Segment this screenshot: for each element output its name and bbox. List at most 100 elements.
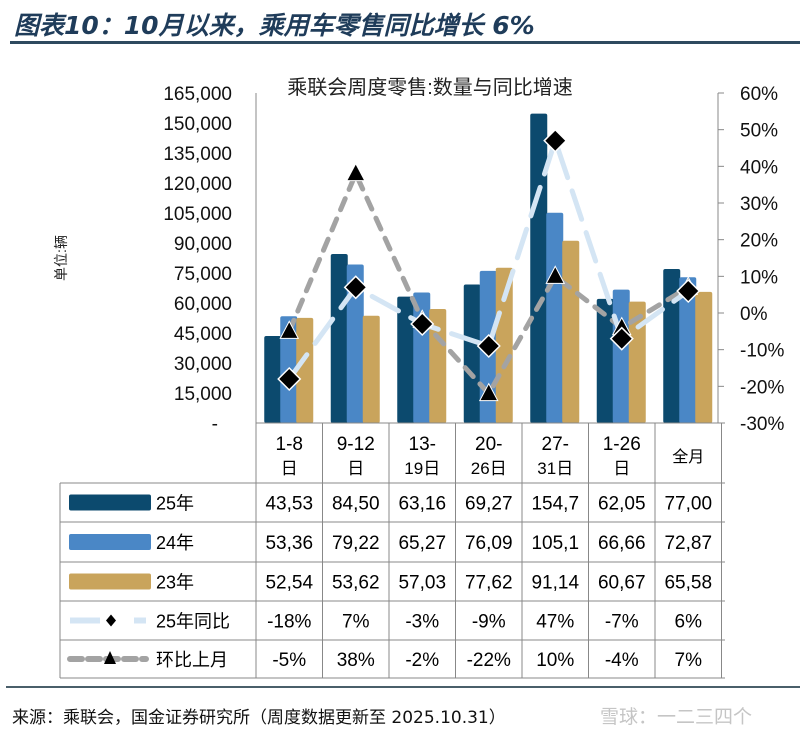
legend-marker-yoy (106, 614, 116, 627)
bar-24年 (546, 212, 564, 423)
y-tick-label: 45,000 (174, 324, 232, 345)
table-cell: 53,62 (332, 573, 380, 594)
x-tick-label: 全月 (672, 448, 704, 466)
table-cell: 60,67 (598, 573, 646, 594)
bar-23年 (495, 267, 513, 423)
x-tick-label: 1-8 (276, 434, 303, 455)
bar-25年 (596, 298, 614, 423)
table-cell: 69,27 (465, 494, 513, 515)
y2-tick-label: 10% (740, 267, 778, 288)
bar-23年 (628, 301, 646, 423)
table-cell: 52,54 (265, 573, 313, 594)
legend-label: 23年 (156, 573, 194, 593)
legend-label: 25年 (156, 494, 194, 514)
table-cell: 6% (675, 612, 703, 633)
table-cell: -5% (272, 650, 306, 671)
table-cell: 63,16 (398, 494, 446, 515)
y2-tick-label: 50% (740, 121, 778, 142)
table-cell: 84,50 (332, 494, 380, 515)
marker-yoy (343, 275, 368, 300)
table-cell: 77,00 (664, 494, 712, 515)
table-cell: -4% (605, 650, 639, 671)
x-tick-label: 31日 (537, 459, 573, 478)
marker-yoy (609, 326, 634, 351)
marker-mom (279, 320, 300, 339)
table-cell: -7% (605, 612, 639, 633)
table-cell: 65,58 (664, 573, 712, 594)
y-axis-label: 单位:辆 (53, 235, 69, 281)
y-tick-label: 150,000 (163, 114, 232, 135)
y2-tick-label: -20% (740, 377, 784, 398)
table-cell: -3% (405, 612, 439, 633)
y-tick-label: 90,000 (174, 234, 232, 255)
x-tick-label: 26日 (471, 459, 507, 478)
bar-25年 (330, 254, 348, 423)
legend-swatch-25年 (69, 494, 151, 511)
bar-23年 (362, 315, 380, 423)
footer-rule (6, 686, 800, 688)
title-rule (10, 41, 800, 44)
legend-label: 25年同比 (156, 612, 230, 632)
marker-mom (545, 265, 566, 284)
table-cell: 62,05 (598, 494, 646, 515)
bar-23年 (429, 308, 447, 423)
x-tick-label: 20- (475, 434, 502, 455)
bar-23年 (695, 291, 713, 423)
y2-tick-label: -10% (740, 341, 784, 362)
table-cell: 105,1 (531, 533, 579, 554)
y-tick-label: 105,000 (163, 204, 232, 225)
bar-25年 (264, 335, 282, 423)
bar-25年 (530, 113, 548, 423)
watermark: 雪球：一二三四个 (600, 706, 753, 728)
table-cell: 72,87 (664, 533, 712, 554)
x-tick-label: 19日 (404, 459, 440, 478)
table-cell: 76,09 (465, 533, 513, 554)
bar-25年 (663, 269, 681, 423)
table-cell: -9% (472, 612, 506, 633)
table-cell: 66,66 (598, 533, 646, 554)
y2-tick-label: 20% (740, 231, 778, 252)
table-cell: 91,14 (531, 573, 579, 594)
table-cell: 77,62 (465, 573, 513, 594)
y2-tick-label: 40% (740, 157, 778, 178)
x-tick-label: 27- (542, 434, 569, 455)
table-cell: -2% (405, 650, 439, 671)
legend-label: 24年 (156, 533, 194, 553)
marker-mom (478, 382, 499, 402)
bar-25年 (397, 296, 415, 423)
bar-25年 (463, 284, 481, 423)
table-cell: 38% (337, 650, 375, 671)
source-note: 来源：乘联会，国金证券研究所（周度数据更新至 2025.10.31） (12, 708, 506, 728)
y-tick-label: 135,000 (163, 144, 232, 165)
bar-24年 (679, 277, 697, 423)
y-tick-label: 120,000 (163, 174, 232, 195)
marker-yoy (543, 128, 568, 153)
x-tick-label: 日 (347, 459, 364, 478)
marker-mom (345, 162, 366, 182)
x-tick-label: 日 (281, 459, 298, 478)
table-cell: 10% (536, 650, 574, 671)
table-cell: 7% (342, 612, 370, 633)
bar-24年 (612, 289, 630, 423)
y2-tick-label: 60% (740, 84, 778, 105)
bar-24年 (346, 264, 364, 423)
marker-yoy (476, 333, 501, 359)
table-cell: 53,36 (265, 533, 313, 554)
y2-tick-label: 30% (740, 194, 778, 215)
table-cell: 7% (675, 650, 703, 671)
marker-yoy (676, 278, 701, 304)
table-cell: 65,27 (398, 533, 446, 554)
legend-swatch-23年 (69, 573, 151, 590)
marker-yoy (410, 311, 435, 337)
chart-title: 乘联会周度零售:数量与同比增速 (287, 76, 573, 99)
y-tick-label: 165,000 (163, 84, 232, 105)
y-tick-label: - (212, 414, 218, 435)
y-tick-label: 60,000 (174, 294, 232, 315)
legend-marker-mom (104, 651, 116, 664)
table-cell: 79,22 (332, 533, 380, 554)
table-cell: 154,7 (531, 494, 579, 515)
y-tick-label: 75,000 (174, 264, 232, 285)
y-tick-label: 15,000 (174, 384, 232, 405)
y2-tick-label: -30% (740, 414, 784, 435)
